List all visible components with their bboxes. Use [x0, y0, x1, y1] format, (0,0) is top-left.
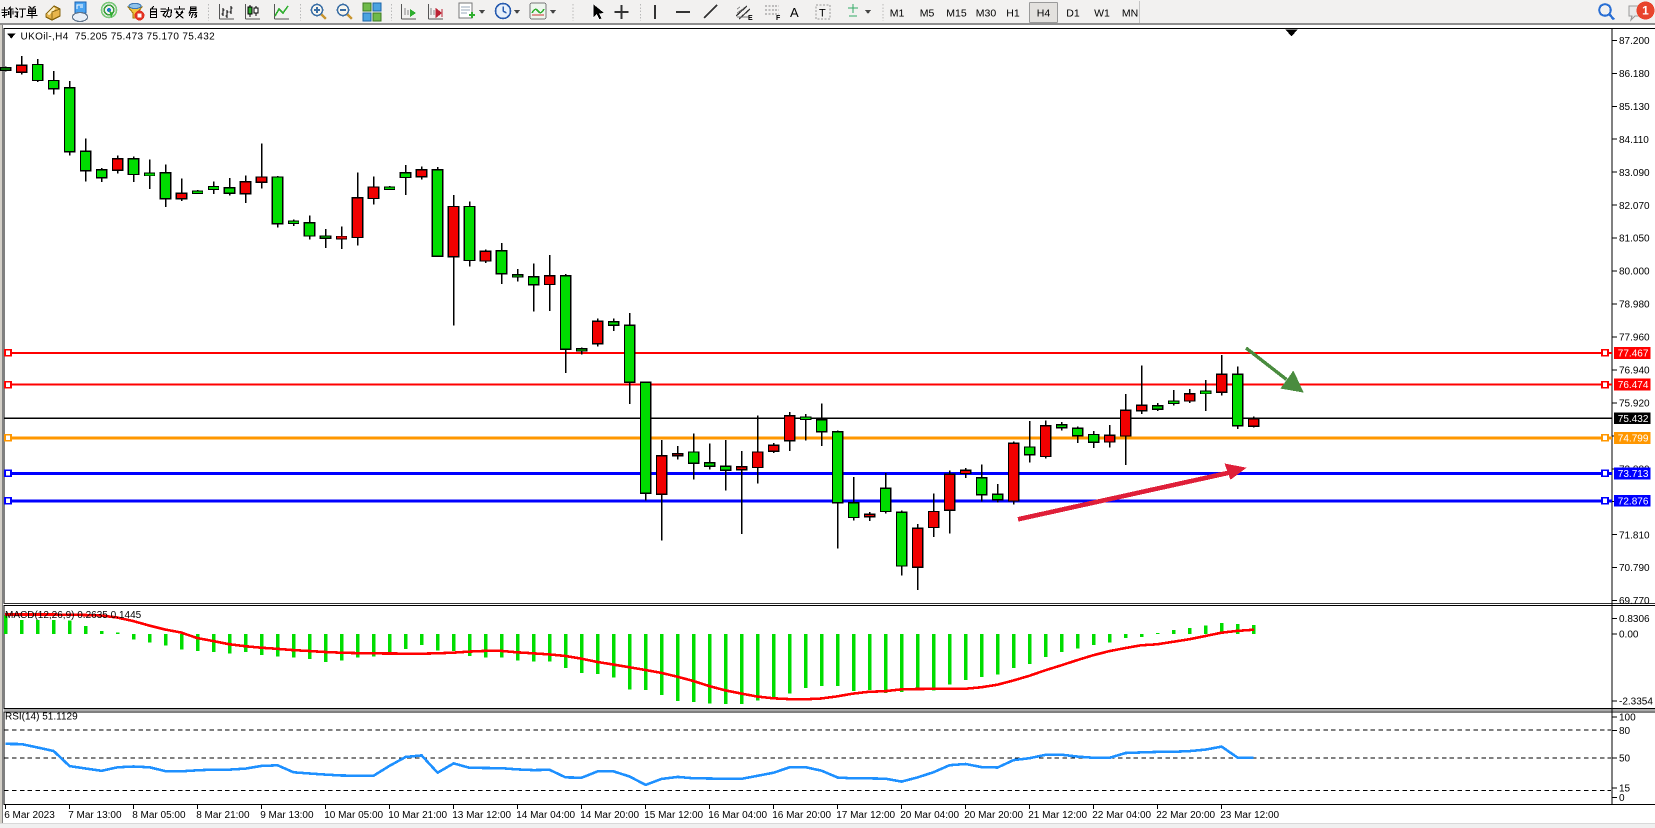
svg-text:21 Mar 12:00: 21 Mar 12:00	[1028, 810, 1087, 821]
svg-text:14 Mar 04:00: 14 Mar 04:00	[516, 810, 575, 821]
svg-text:17 Mar 12:00: 17 Mar 12:00	[836, 810, 895, 821]
svg-text:20 Mar 04:00: 20 Mar 04:00	[900, 810, 959, 821]
svg-text:74.799: 74.799	[1618, 434, 1649, 445]
svg-text:76.940: 76.940	[1619, 366, 1650, 377]
svg-text:50: 50	[1619, 753, 1631, 764]
svg-text:6 Mar 2023: 6 Mar 2023	[4, 810, 55, 821]
svg-text:8 Mar 21:00: 8 Mar 21:00	[196, 810, 250, 821]
svg-text:69.770: 69.770	[1619, 596, 1650, 607]
svg-text:15 Mar 12:00: 15 Mar 12:00	[644, 810, 703, 821]
svg-text:0.00: 0.00	[1619, 630, 1639, 641]
svg-text:M15: M15	[946, 8, 967, 20]
svg-text:F: F	[776, 15, 781, 22]
svg-text:10 Mar 05:00: 10 Mar 05:00	[324, 810, 383, 821]
svg-text:H4: H4	[1037, 8, 1051, 20]
svg-text:16 Mar 04:00: 16 Mar 04:00	[708, 810, 767, 821]
svg-text:MACD(12,26,9) 0.2635 0.1445: MACD(12,26,9) 0.2635 0.1445	[5, 610, 142, 621]
svg-text:20 Mar 20:00: 20 Mar 20:00	[964, 810, 1023, 821]
svg-text:82.070: 82.070	[1619, 201, 1650, 212]
svg-text:22 Mar 20:00: 22 Mar 20:00	[1156, 810, 1215, 821]
svg-text:UKOil-,H4 75.205 75.473 75.17: UKOil-,H4 75.205 75.473 75.170 75.432	[21, 31, 216, 42]
svg-text:W1: W1	[1094, 8, 1110, 20]
svg-text:16 Mar 20:00: 16 Mar 20:00	[772, 810, 831, 821]
svg-text:83.090: 83.090	[1619, 168, 1650, 179]
svg-text:80: 80	[1619, 726, 1631, 737]
svg-text:87.200: 87.200	[1619, 36, 1650, 47]
svg-text:H1: H1	[1006, 8, 1020, 20]
svg-text:81.050: 81.050	[1619, 234, 1650, 245]
svg-text:23 Mar 12:00: 23 Mar 12:00	[1220, 810, 1279, 821]
svg-text:10 Mar 21:00: 10 Mar 21:00	[388, 810, 447, 821]
svg-text:A: A	[790, 5, 799, 20]
svg-text:8 Mar 05:00: 8 Mar 05:00	[132, 810, 186, 821]
svg-text:75.920: 75.920	[1619, 399, 1650, 410]
svg-text:M1: M1	[890, 8, 905, 20]
svg-text:-2.3354: -2.3354	[1619, 697, 1653, 708]
svg-text:0.8306: 0.8306	[1619, 614, 1650, 625]
svg-text:1: 1	[1642, 4, 1649, 18]
svg-text:76.474: 76.474	[1618, 380, 1649, 391]
svg-text:15: 15	[1619, 784, 1631, 795]
svg-text:14 Mar 20:00: 14 Mar 20:00	[580, 810, 639, 821]
svg-text:E: E	[748, 15, 753, 22]
svg-text:T: T	[819, 8, 826, 20]
svg-text:77.467: 77.467	[1618, 349, 1649, 360]
svg-text:72.876: 72.876	[1618, 496, 1649, 507]
svg-text:7 Mar 13:00: 7 Mar 13:00	[68, 810, 122, 821]
svg-text:70.790: 70.790	[1619, 563, 1650, 574]
svg-text:RSI(14) 51.1129: RSI(14) 51.1129	[5, 712, 78, 723]
svg-text:M30: M30	[976, 8, 997, 20]
svg-text:13 Mar 12:00: 13 Mar 12:00	[452, 810, 511, 821]
svg-text:M5: M5	[920, 8, 935, 20]
svg-text:73.713: 73.713	[1618, 469, 1649, 480]
svg-text:77.960: 77.960	[1619, 333, 1650, 344]
svg-text:71.810: 71.810	[1619, 530, 1650, 541]
svg-text:MN: MN	[1122, 8, 1138, 20]
svg-text:80.000: 80.000	[1619, 267, 1650, 278]
svg-text:86.180: 86.180	[1619, 69, 1650, 80]
svg-text:0: 0	[1619, 793, 1625, 804]
svg-text:100: 100	[1619, 713, 1636, 724]
svg-text:22 Mar 04:00: 22 Mar 04:00	[1092, 810, 1151, 821]
svg-text:78.980: 78.980	[1619, 300, 1650, 311]
svg-text:D1: D1	[1066, 8, 1080, 20]
svg-text:85.130: 85.130	[1619, 102, 1650, 113]
svg-text:75.432: 75.432	[1618, 414, 1649, 425]
svg-text:9 Mar 13:00: 9 Mar 13:00	[260, 810, 314, 821]
svg-text:84.110: 84.110	[1619, 135, 1649, 146]
